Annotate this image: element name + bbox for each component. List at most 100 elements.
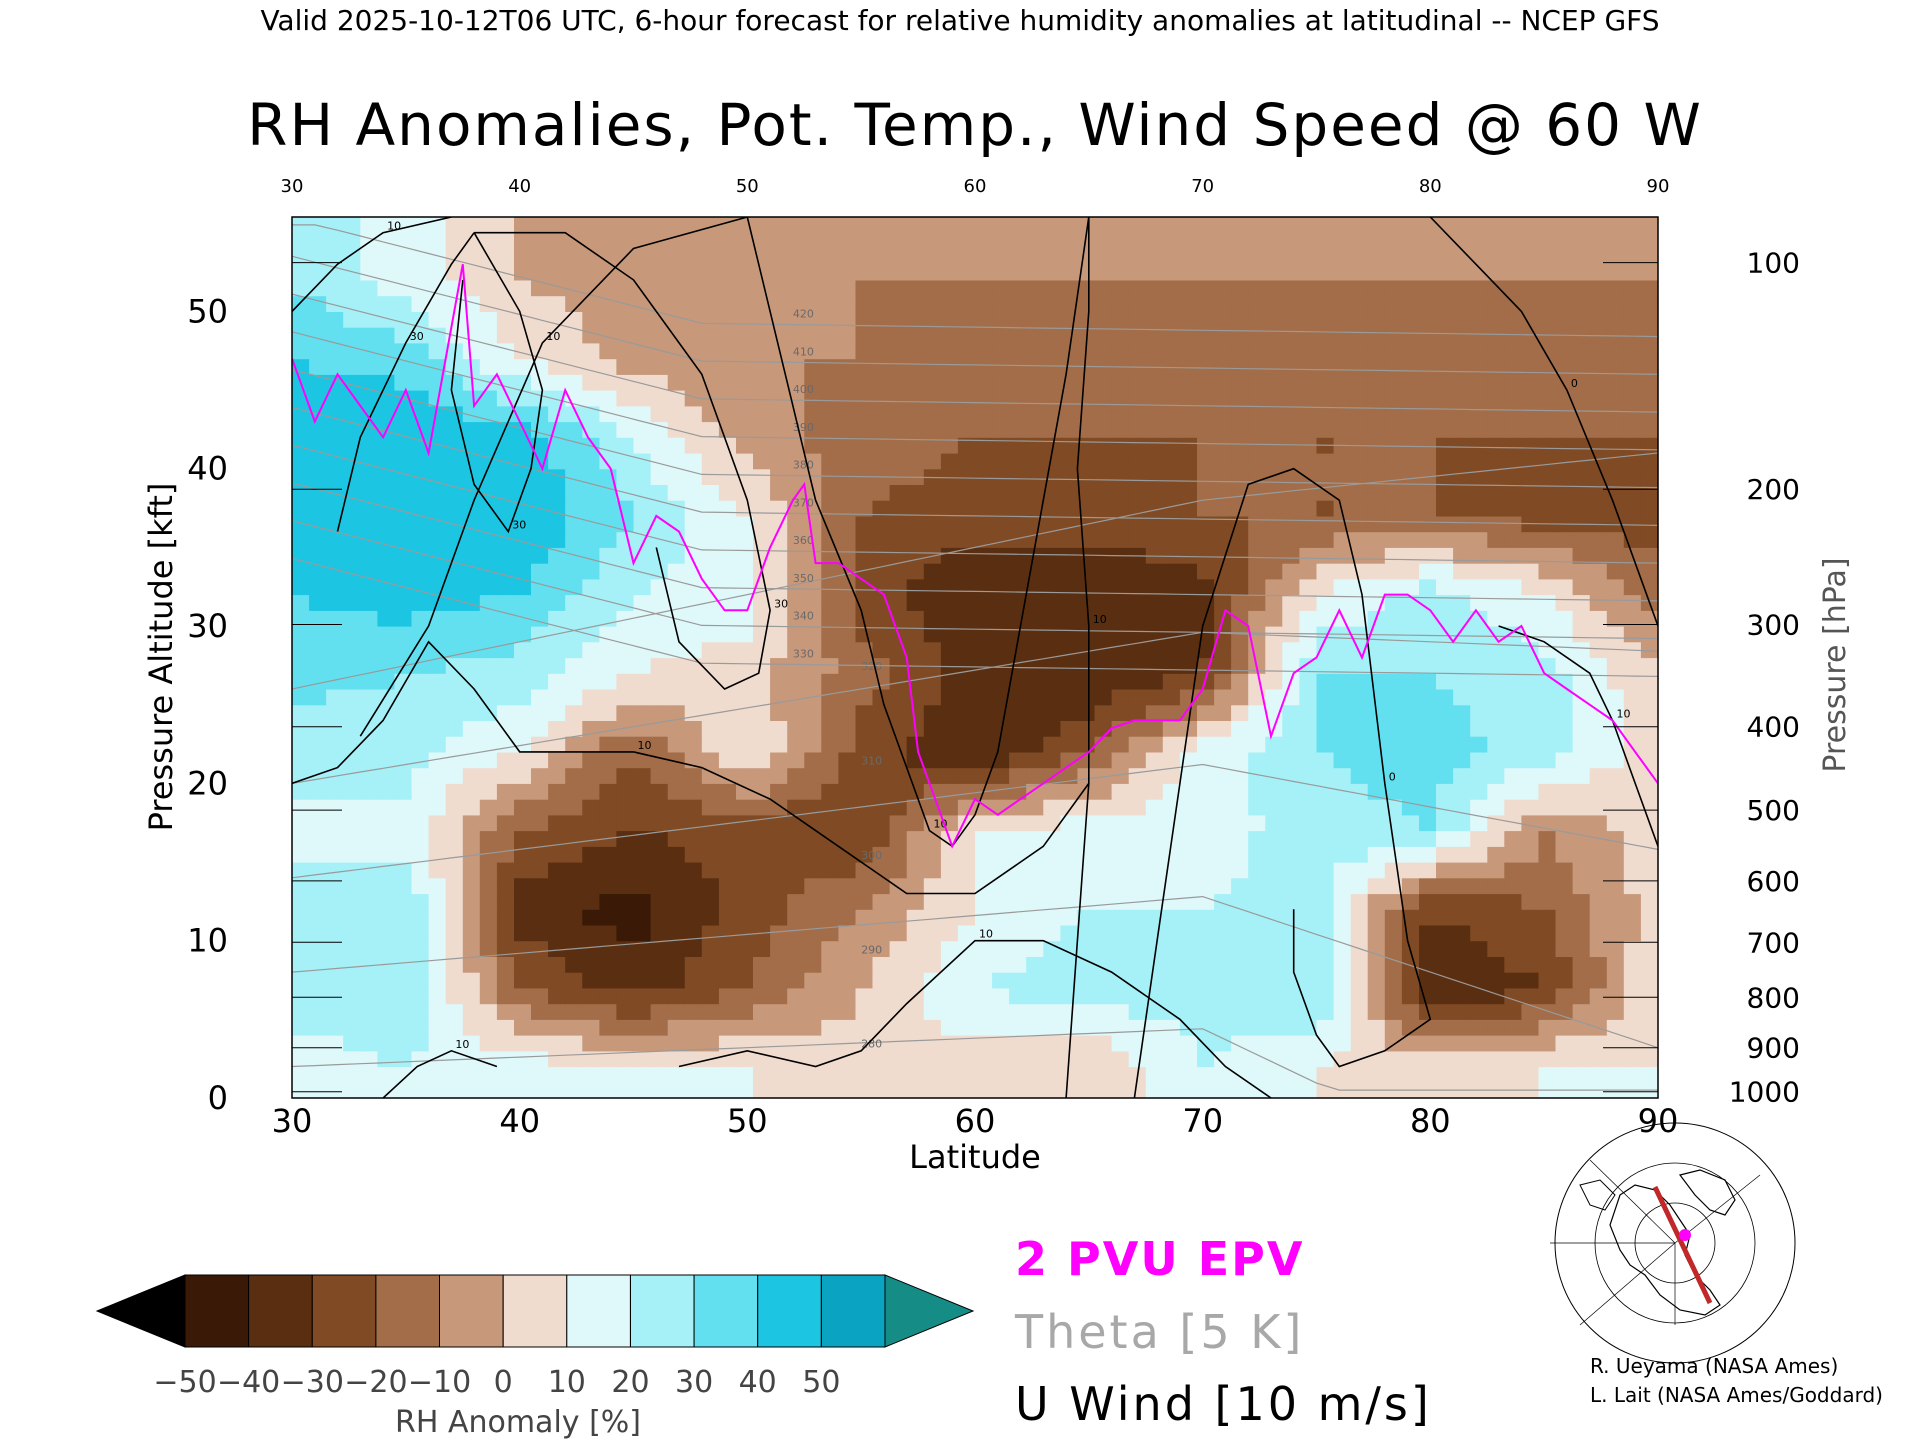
heat-cell (1060, 720, 1079, 737)
heat-cell (1606, 893, 1625, 910)
heat-cell (906, 673, 925, 690)
heat-cell (940, 799, 959, 816)
heat-cell (309, 610, 327, 627)
heat-cell (1026, 1035, 1044, 1052)
heat-cell (1521, 862, 1540, 879)
heat-cell (531, 217, 549, 234)
heat-cell (855, 877, 874, 895)
heat-cell (1504, 877, 1522, 895)
heat-cell (1384, 578, 1403, 596)
heat-cell (394, 767, 413, 784)
heat-cell (753, 673, 771, 690)
heat-cell (1111, 500, 1130, 517)
heat-cell (394, 704, 413, 721)
heat-cell (1077, 862, 1096, 879)
heat-cell (1538, 468, 1557, 485)
heat-cell (736, 799, 754, 816)
heat-cell (940, 704, 959, 721)
heat-cell (1470, 877, 1488, 895)
heat-cell (718, 594, 737, 611)
heat-cell (1077, 1019, 1096, 1036)
heat-cell (1162, 972, 1181, 989)
heat-cell (855, 799, 874, 816)
heat-cell (599, 484, 618, 501)
heat-cell (1384, 484, 1403, 501)
heat-cell (940, 390, 959, 407)
heat-cell (377, 909, 396, 926)
heat-cell (1436, 358, 1454, 375)
heat-cell (872, 1003, 891, 1020)
heat-cell (1606, 453, 1625, 470)
heat-cell (889, 940, 908, 957)
heat-cell (684, 217, 703, 234)
heat-cell (582, 862, 600, 879)
heat-cell (462, 924, 481, 942)
heat-cell (1248, 547, 1266, 564)
heat-cell (992, 468, 1010, 485)
heat-cell (1248, 751, 1266, 769)
heat-cell (514, 547, 532, 564)
heat-cell (718, 248, 737, 265)
heat-cell (1470, 264, 1488, 281)
heat-cell (360, 1035, 378, 1052)
heat-cell (940, 232, 959, 249)
heat-cell (1162, 437, 1181, 454)
heat-cell (1521, 1003, 1540, 1020)
heat-cell (701, 626, 720, 643)
heat-cell (1350, 956, 1369, 973)
heat-cell (1179, 594, 1198, 611)
heat-cell (1606, 626, 1625, 643)
heat-cell (957, 1035, 976, 1052)
heat-cell (1504, 264, 1522, 281)
heat-cell (428, 453, 447, 470)
heat-cell (889, 437, 908, 454)
heat-cell (309, 1003, 327, 1020)
heat-cell (753, 862, 771, 879)
heat-cell (582, 799, 600, 816)
heat-cell (1162, 940, 1181, 957)
heat-cell (1282, 893, 1300, 910)
heat-cell (582, 783, 600, 800)
heat-cell (309, 940, 327, 957)
colorbar-swatch (693, 1274, 759, 1348)
heat-cell (292, 264, 310, 281)
heat-cell (1145, 358, 1164, 375)
heat-cell (428, 767, 447, 784)
heat-cell (1197, 846, 1215, 863)
heat-cell (1026, 956, 1044, 973)
heat-cell (684, 342, 703, 360)
wind-contour-label: 10 (546, 330, 560, 343)
heat-cell (1145, 1066, 1164, 1083)
heat-cell (1316, 311, 1335, 328)
heat-cell (1521, 217, 1540, 234)
heat-cell (1487, 877, 1505, 895)
heat-cell (1436, 342, 1454, 360)
heat-cell (1384, 342, 1403, 360)
heat-cell (1333, 1019, 1352, 1036)
heat-cell (821, 877, 839, 895)
heat-cell (1265, 1035, 1283, 1052)
heat-cell (1094, 295, 1113, 312)
heat-cell (906, 862, 925, 879)
heat-cell (1282, 563, 1300, 580)
heat-cell (1589, 940, 1608, 957)
heat-cell (1060, 484, 1079, 501)
heat-cell (1333, 641, 1352, 659)
heat-cell (923, 877, 942, 895)
heat-cell (1436, 673, 1454, 690)
heat-cell (1419, 531, 1437, 548)
heat-cell (582, 390, 600, 407)
heat-cell (531, 657, 549, 674)
heat-cell (496, 767, 515, 784)
heat-cell (992, 767, 1010, 784)
heat-cell (1419, 877, 1437, 895)
heat-cell (701, 972, 720, 989)
heat-cell (650, 279, 669, 297)
heat-cell (718, 956, 737, 973)
heat-cell (1145, 814, 1164, 832)
heat-cell (1111, 673, 1130, 690)
heat-cell (377, 295, 396, 312)
heat-cell (1094, 594, 1113, 611)
heat-cell (667, 657, 686, 674)
heat-cell (1162, 657, 1181, 674)
